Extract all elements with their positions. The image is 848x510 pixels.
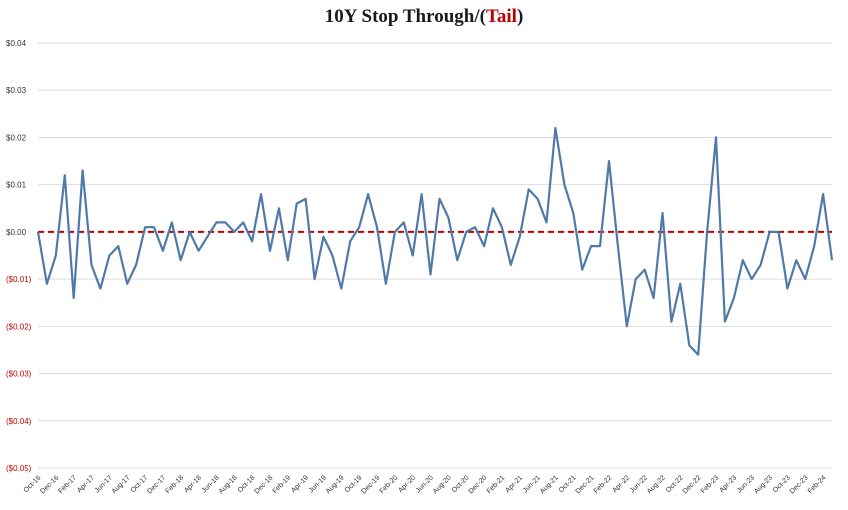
x-tick-label: Dec-20 [468, 474, 489, 495]
x-tick-label: Feb-17 [57, 474, 78, 495]
x-tick-label: Apr-20 [397, 474, 417, 494]
y-tick-label: $0.02 [6, 133, 27, 142]
y-tick-label: ($0.04) [6, 417, 32, 426]
x-tick-label: Apr-23 [718, 474, 738, 494]
x-tick-label: Feb-23 [700, 474, 721, 495]
y-tick-label: ($0.02) [6, 322, 32, 331]
x-tick-label: Apr-19 [290, 474, 310, 494]
x-tick-label: Dec-23 [789, 474, 810, 495]
series [36, 126, 834, 356]
x-tick-label: Dec-21 [575, 474, 596, 495]
x-tick-label: Aug-18 [218, 474, 239, 495]
x-tick-label: Feb-20 [379, 474, 400, 495]
x-tick-label: Dec-17 [146, 474, 167, 495]
x-tick-label: Aug-20 [432, 474, 453, 495]
y-axis-ticks: $0.04 $0.03 $0.02 $0.01 $0.00 ($0.01) ($0.02) (… [6, 39, 32, 473]
y-tick-label: $0.03 [6, 86, 27, 95]
y-tick-label: $0.00 [6, 228, 27, 237]
x-tick-label: Aug-17 [111, 474, 132, 495]
x-tick-label: Dec-16 [39, 474, 60, 495]
title-main: 10Y Stop Through/( [324, 6, 486, 27]
y-tick-label: $0.04 [6, 39, 27, 48]
x-tick-label: Dec-19 [361, 474, 382, 495]
x-tick-label: Apr-17 [76, 474, 96, 494]
x-tick-label: Apr-18 [183, 474, 203, 494]
title-close: ) [516, 6, 524, 27]
x-tick-label: Dec-22 [682, 474, 703, 495]
x-axis-ticks: Oct-16Dec-16Feb-17Apr-17Jun-17Aug-17Oct-… [23, 474, 828, 495]
x-tick-label: Feb-24 [807, 474, 828, 495]
x-tick-label: Aug-23 [753, 474, 774, 495]
series-line [36, 126, 834, 356]
y-tick-label: ($0.01) [6, 275, 32, 284]
x-tick-label: Feb-22 [593, 474, 614, 495]
y-tick-label: ($0.05) [6, 464, 32, 473]
x-tick-label: Aug-19 [325, 474, 346, 495]
title-tail: Tail [485, 6, 517, 27]
y-tick-label: $0.01 [6, 181, 27, 190]
y-tick-label: ($0.03) [6, 370, 32, 379]
chart-title: 10Y Stop Through/(Tail) [0, 6, 848, 28]
x-tick-label: Dec-18 [253, 474, 274, 495]
x-tick-label: Apr-21 [504, 474, 524, 494]
x-tick-label: Apr-22 [611, 474, 631, 494]
x-tick-label: Feb-21 [486, 474, 507, 495]
x-tick-label: Feb-18 [165, 474, 186, 495]
gridlines [38, 42, 832, 469]
x-tick-label: Feb-19 [272, 474, 293, 495]
x-tick-label: Aug-22 [646, 474, 667, 495]
x-tick-label: Aug-21 [539, 474, 560, 495]
